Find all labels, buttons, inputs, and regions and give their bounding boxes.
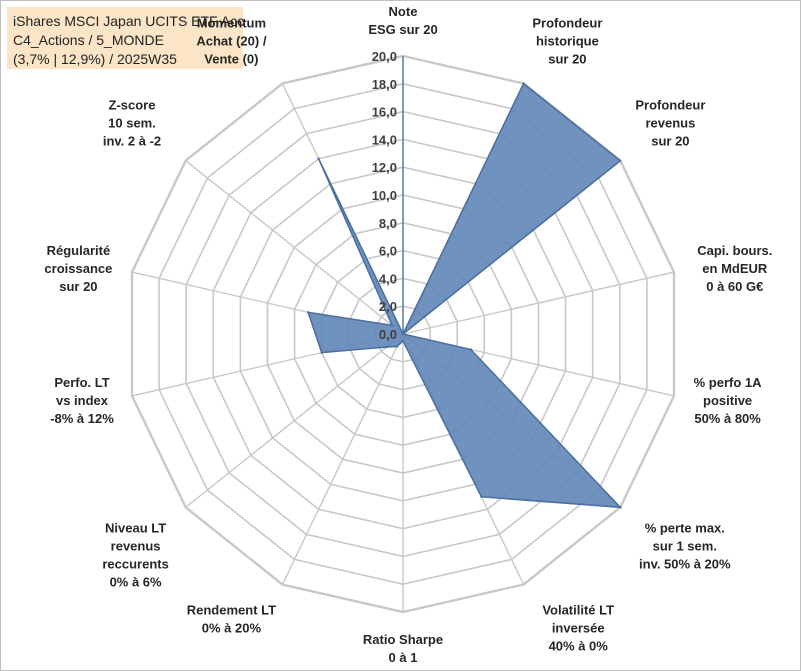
series-point	[385, 345, 388, 349]
category-label-line: inversée	[552, 621, 605, 636]
title-line-fund: iShares MSCI Japan UCITS ETF Acc	[13, 13, 245, 29]
title-line-stats: (3,7% | 12,9%) / 2025W35	[13, 51, 177, 67]
series-point	[522, 82, 525, 85]
category-label: % perfo 1A positive 50% à 80%	[694, 375, 763, 426]
category-labels: Note ESG sur 20 Profondeur historique sur 20…	[44, 4, 772, 665]
category-label-line: croissance	[44, 261, 112, 276]
category-label-line: 0% à 6%	[110, 575, 162, 590]
category-label-line: Vente (0)	[204, 51, 258, 66]
category-label-line: 0% à 20%	[202, 621, 262, 636]
tick-label: 10,0	[372, 188, 397, 203]
category-label: Capi. bours. en MdEUR 0 à 60 G€	[697, 243, 772, 294]
category-label-line: 10 sem.	[108, 115, 156, 130]
category-label-line: inv. 2 à -2	[103, 133, 161, 148]
chart-title-box: iShares MSCI Japan UCITS ETF Acc C4_Acti…	[7, 7, 245, 69]
series-point	[395, 345, 399, 348]
title-line-category: C4_Actions / 5_MONDE	[13, 32, 164, 48]
tick-label: 16,0	[372, 105, 397, 120]
category-label: Ratio Sharpe 0 à 1	[363, 632, 443, 665]
category-label-line: Niveau LT	[105, 521, 166, 536]
tick-label: 0,0	[379, 327, 397, 342]
category-label-line: 40% à 0%	[549, 639, 609, 654]
tick-label: 12,0	[372, 160, 397, 175]
grid-spoke	[185, 160, 404, 335]
category-label-line: Capi. bours.	[697, 243, 772, 258]
series-point	[480, 495, 483, 498]
category-label: Profondeur revenus sur 20	[635, 97, 705, 148]
category-label: Note ESG sur 20	[368, 4, 437, 37]
tick-label: 6,0	[379, 244, 397, 259]
category-label-line: revenus	[645, 115, 695, 130]
category-label: Rendement LT 0% à 20%	[187, 603, 276, 636]
tick-label: 4,0	[379, 271, 397, 286]
category-label-line: sur 20	[651, 133, 689, 148]
category-label: Volatilité LT inversée 40% à 0%	[542, 603, 614, 654]
category-label: Z-score 10 sem. inv. 2 à -2	[103, 97, 161, 148]
category-label-line: % perfo 1A	[694, 375, 763, 390]
category-label-line: sur 1 sem.	[653, 539, 717, 554]
category-label: % perte max. sur 1 sem. inv. 50% à 20%	[639, 521, 731, 572]
category-label: Perfo. LT vs index -8% à 12%	[50, 375, 114, 426]
series-point	[306, 311, 310, 314]
radial-tick-labels: 0,0 2,0 4,0 6,0 8,0 10,0 12,0 14,0 16,0 18,0 20,0	[372, 49, 397, 342]
grid-spoke	[281, 333, 404, 585]
series-point	[619, 506, 622, 509]
series-point	[317, 157, 320, 160]
category-label-line: -8% à 12%	[50, 411, 114, 426]
tick-label: 8,0	[379, 216, 397, 231]
category-label-line: reccurents	[102, 557, 168, 572]
category-label-line: 0 à 1	[389, 650, 418, 665]
category-label-line: sur 20	[59, 279, 97, 294]
category-label-line: Rendement LT	[187, 603, 276, 618]
category-label-line: 50% à 80%	[694, 411, 761, 426]
category-label-line: inv. 50% à 20%	[639, 557, 731, 572]
category-label-line: Achat (20) /	[196, 33, 266, 48]
category-label-line: 0 à 60 G€	[706, 279, 763, 294]
series-point	[401, 332, 405, 336]
category-label-line: Perfo. LT	[54, 375, 109, 390]
radar-series-layer	[306, 82, 623, 509]
category-label: Profondeur historique sur 20	[532, 15, 602, 66]
category-label-line: Régularité	[47, 243, 111, 258]
category-label: Momentum Achat (20) / Vente (0)	[196, 15, 266, 66]
category-label-line: Profondeur	[635, 97, 705, 112]
category-label-line: historique	[536, 33, 599, 48]
category-label-line: revenus	[111, 539, 161, 554]
category-label-line: Momentum	[197, 15, 266, 30]
series-point	[619, 159, 622, 162]
series-point	[390, 324, 394, 327]
series-point	[469, 348, 472, 351]
tick-label: 18,0	[372, 77, 397, 92]
series-point	[320, 351, 323, 354]
category-label-line: Z-score	[109, 97, 156, 112]
category-label-line: Volatilité LT	[542, 603, 614, 618]
category-label-line: vs index	[56, 393, 109, 408]
category-label-line: en MdEUR	[702, 261, 768, 276]
tick-label: 20,0	[372, 49, 397, 64]
tick-label: 2,0	[379, 299, 397, 314]
grid-spoke	[185, 333, 404, 508]
category-label: Niveau LT revenus reccurents 0% à 6%	[102, 521, 168, 590]
category-label-line: positive	[703, 393, 752, 408]
grid-spoke	[402, 271, 675, 335]
category-label: Régularité croissance sur 20	[44, 243, 112, 294]
category-label-line: sur 20	[548, 51, 586, 66]
category-label-line: Ratio Sharpe	[363, 632, 443, 647]
category-label-line: Note	[389, 4, 418, 19]
category-label-line: ESG sur 20	[368, 22, 437, 37]
category-label-line: % perte max.	[645, 521, 725, 536]
series-point	[401, 339, 405, 343]
category-label-line: Profondeur	[532, 15, 602, 30]
tick-label: 14,0	[372, 132, 397, 147]
